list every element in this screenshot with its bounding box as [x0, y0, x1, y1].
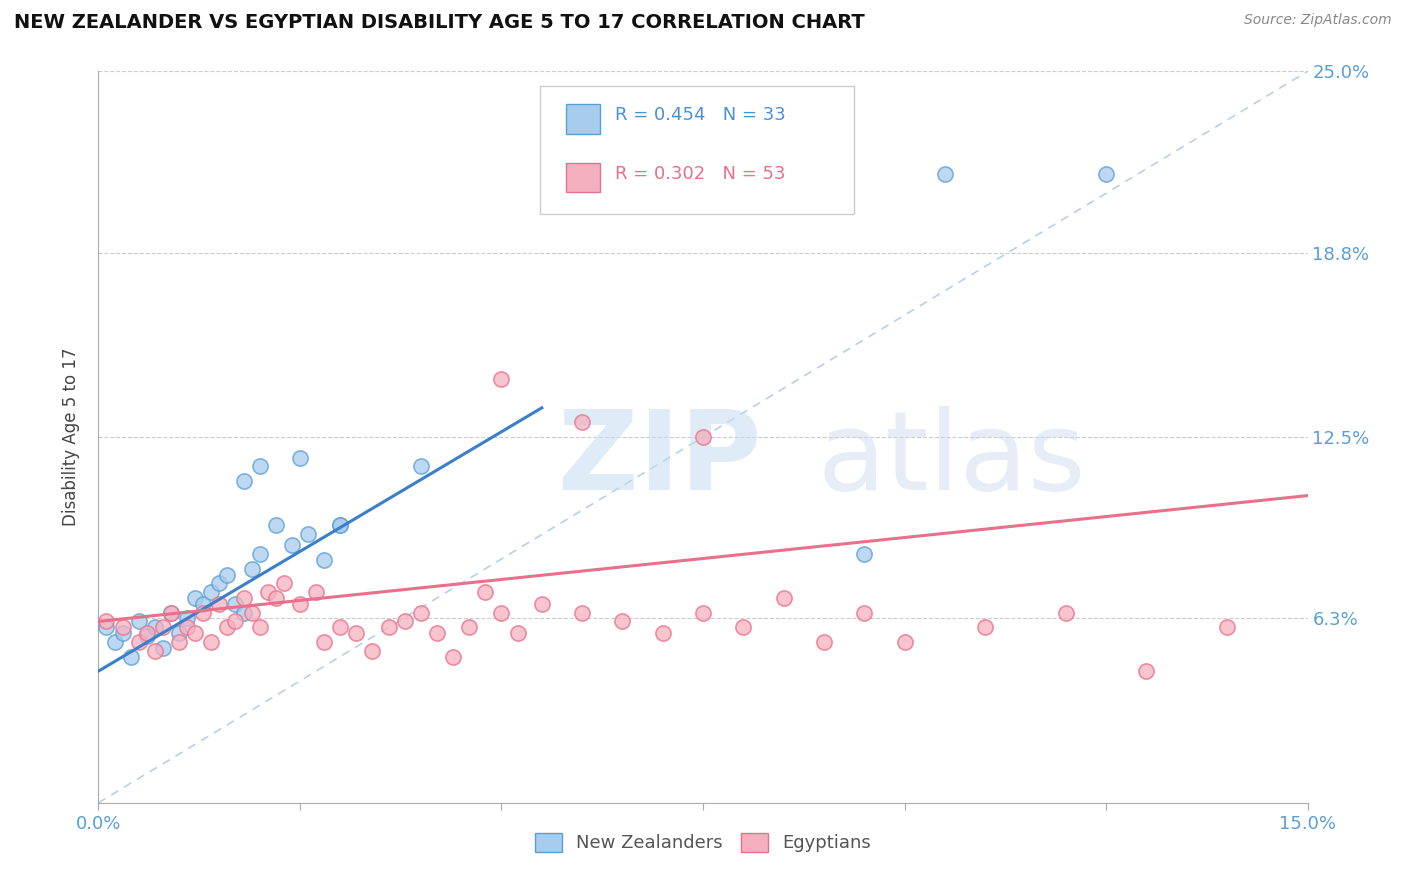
Point [208, 576, 231, 591]
Point [409, 459, 432, 474]
Point [193, 606, 215, 620]
Point [176, 611, 198, 625]
Point [441, 649, 464, 664]
Point [733, 620, 755, 634]
Text: R = 0.454   N = 33: R = 0.454 N = 33 [614, 106, 786, 125]
Point [329, 620, 352, 634]
Point [394, 615, 416, 629]
Point [240, 562, 263, 576]
Point [409, 606, 432, 620]
Point [232, 474, 254, 488]
Point [612, 615, 634, 629]
Point [143, 643, 166, 657]
Point [249, 459, 271, 474]
Point [474, 585, 496, 599]
Point [152, 620, 174, 634]
Bar [567, 163, 600, 192]
Legend: New Zealanders, Egyptians: New Zealanders, Egyptians [527, 826, 879, 860]
FancyBboxPatch shape [540, 86, 855, 214]
Point [264, 517, 287, 532]
Point [1054, 606, 1077, 620]
Text: ZIP: ZIP [558, 406, 761, 513]
Point [281, 538, 304, 552]
Point [111, 626, 134, 640]
Point [1135, 664, 1157, 678]
Point [361, 643, 384, 657]
Point [143, 620, 166, 634]
Point [1095, 167, 1118, 181]
Point [167, 635, 190, 649]
Point [217, 620, 239, 634]
Point [297, 526, 319, 541]
Point [934, 167, 956, 181]
Point [506, 626, 529, 640]
Point [111, 620, 134, 634]
Point [264, 591, 287, 605]
Point [96, 620, 118, 634]
Point [893, 635, 915, 649]
Point [458, 620, 481, 634]
Point [426, 626, 449, 640]
Point [813, 635, 835, 649]
Point [224, 615, 246, 629]
Point [96, 615, 118, 629]
Point [530, 597, 553, 611]
Point [305, 585, 328, 599]
Point [692, 606, 714, 620]
Point [208, 597, 231, 611]
Point [160, 606, 183, 620]
Y-axis label: Disability Age 5 to 17: Disability Age 5 to 17 [62, 348, 80, 526]
Point [224, 597, 246, 611]
Text: Source: ZipAtlas.com: Source: ZipAtlas.com [1244, 13, 1392, 28]
Point [772, 591, 794, 605]
Point [329, 517, 352, 532]
Point [120, 649, 142, 664]
Text: atlas: atlas [818, 406, 1087, 513]
Point [571, 606, 593, 620]
Point [1216, 620, 1239, 634]
Point [200, 585, 222, 599]
Point [314, 553, 336, 567]
Point [273, 576, 295, 591]
Point [853, 606, 876, 620]
Point [288, 450, 311, 465]
Point [692, 430, 714, 444]
Point [135, 626, 157, 640]
Point [974, 620, 997, 634]
Point [160, 606, 183, 620]
Point [176, 620, 198, 634]
Point [232, 606, 254, 620]
Point [184, 626, 207, 640]
Text: R = 0.302   N = 53: R = 0.302 N = 53 [614, 165, 785, 183]
Point [232, 591, 254, 605]
Point [240, 606, 263, 620]
Point [249, 620, 271, 634]
Bar [567, 104, 600, 134]
Point [571, 416, 593, 430]
Point [167, 626, 190, 640]
Point [491, 371, 513, 385]
Point [128, 615, 150, 629]
Text: NEW ZEALANDER VS EGYPTIAN DISABILITY AGE 5 TO 17 CORRELATION CHART: NEW ZEALANDER VS EGYPTIAN DISABILITY AGE… [14, 13, 865, 32]
Point [135, 629, 157, 643]
Point [853, 547, 876, 561]
Point [329, 517, 352, 532]
Point [344, 626, 367, 640]
Point [249, 547, 271, 561]
Point [288, 597, 311, 611]
Point [103, 635, 125, 649]
Point [184, 591, 207, 605]
Point [128, 635, 150, 649]
Point [651, 626, 673, 640]
Point [200, 635, 222, 649]
Point [491, 606, 513, 620]
Point [314, 635, 336, 649]
Point [193, 597, 215, 611]
Point [152, 640, 174, 655]
Point [217, 567, 239, 582]
Point [377, 620, 399, 634]
Point [256, 585, 278, 599]
